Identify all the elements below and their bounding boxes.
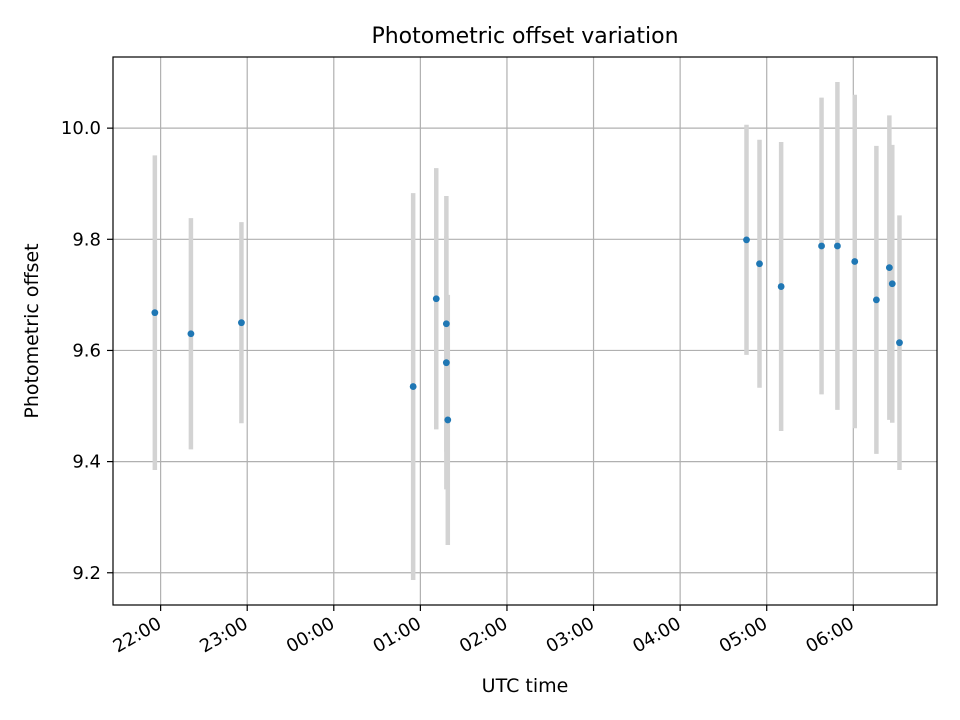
y-tick-label: 10.0 [61,118,101,139]
data-point [818,242,825,250]
data-point [888,280,896,288]
data-point [432,295,440,303]
x-axis-label: UTC time [482,675,569,697]
data-point [851,258,859,265]
data-point [442,320,450,328]
data-point [777,283,785,290]
data-point [743,236,750,244]
y-axis-label: Photometric offset [21,243,43,418]
data-point [834,242,841,250]
data-points [151,236,903,424]
data-point [885,264,893,272]
data-point [896,339,903,347]
data-point [238,319,245,327]
data-point [442,359,450,367]
y-axis-ticks: 9.2 9.4 9.6 9.8 10.0 [61,118,113,584]
data-point [409,383,417,390]
data-point [444,416,452,424]
y-tick-label: 9.6 [72,340,101,361]
data-point [187,330,195,338]
y-tick-label: 9.8 [72,229,101,250]
data-point [756,260,763,268]
plot-frame [112,56,938,606]
grid-lines [113,57,937,605]
data-point [872,296,880,304]
y-tick-label: 9.4 [72,452,101,473]
chart-title: Photometric offset variation [371,24,678,49]
data-point [151,309,159,317]
y-tick-label: 9.2 [72,563,101,584]
